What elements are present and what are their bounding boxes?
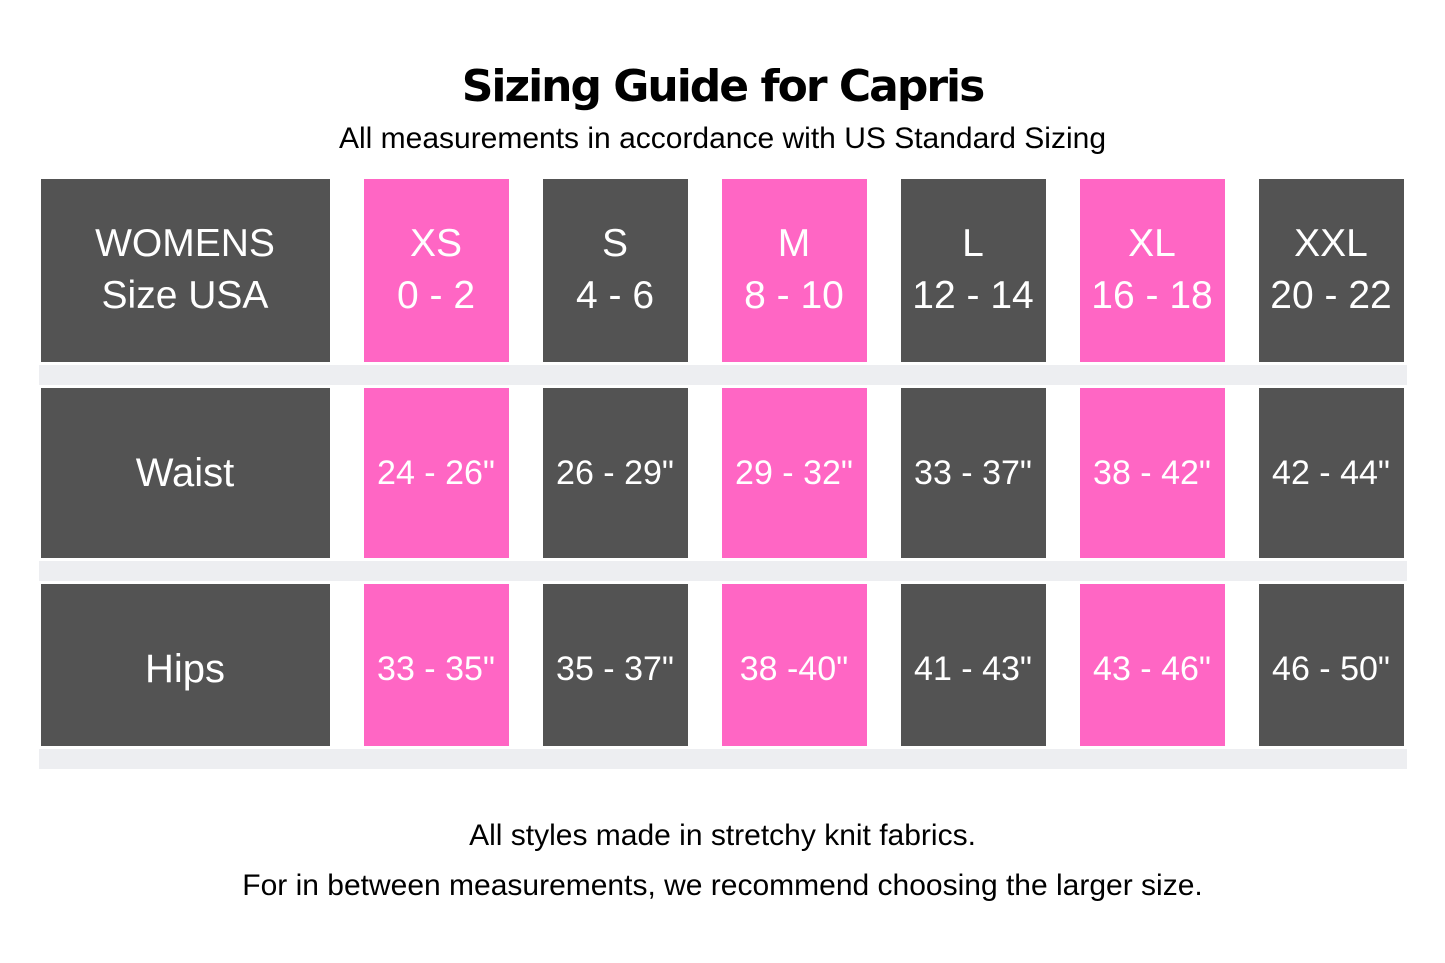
page-subtitle: All measurements in accordance with US S… [338, 121, 1107, 155]
header-cell-s: S 4 - 6 [542, 178, 688, 362]
cell-value: 43 - 46" [1093, 649, 1211, 688]
cell-hips-m: 38 -40" [721, 583, 867, 746]
row-label-text: Waist [135, 450, 235, 495]
cell-waist-s: 26 - 29" [542, 387, 688, 558]
cell-value: 35 - 37" [556, 649, 674, 688]
size-label: M [777, 222, 811, 266]
cell-waist-xl: 38 - 42" [1079, 387, 1225, 558]
cell-value: 42 - 44" [1272, 453, 1390, 492]
row-label-hips: Hips [40, 583, 330, 746]
waist-row: Waist 24 - 26" 26 - 29" 29 - 32" 33 - 37… [40, 387, 1405, 558]
header-cell-womens-size-usa: WOMENS Size USA [40, 178, 330, 362]
hips-row: Hips 33 - 35" 35 - 37" 38 -40" 41 - 43" … [40, 583, 1405, 746]
cell-hips-xxl: 46 - 50" [1258, 583, 1404, 746]
row-label-waist: Waist [40, 387, 330, 558]
cell-value: 41 - 43" [914, 649, 1032, 688]
cell-value: 33 - 37" [914, 453, 1032, 492]
footer-line-1: All styles made in stretchy knit fabrics… [469, 818, 976, 852]
corner-line-1: WOMENS [95, 222, 275, 266]
corner-line-2: Size USA [101, 274, 269, 318]
size-label: S [601, 222, 628, 266]
size-label: XXL [1294, 222, 1368, 266]
cell-value: 38 -40" [739, 649, 849, 688]
cell-value: 24 - 26" [377, 453, 495, 492]
cell-value: 29 - 32" [735, 453, 853, 492]
cell-waist-xxl: 42 - 44" [1258, 387, 1404, 558]
header-cell-xxl: XXL 20 - 22 [1258, 178, 1404, 362]
cell-waist-l: 33 - 37" [900, 387, 1046, 558]
size-range: 0 - 2 [396, 274, 476, 318]
cell-hips-s: 35 - 37" [542, 583, 688, 746]
footer-note: All styles made in stretchy knit fabrics… [0, 811, 1445, 911]
header-cell-xl: XL 16 - 18 [1079, 178, 1225, 362]
row-divider [38, 364, 1407, 385]
header-cell-xs: XS 0 - 2 [363, 178, 509, 362]
header-cell-m: M 8 - 10 [721, 178, 867, 362]
size-label: L [962, 222, 984, 266]
cell-hips-xl: 43 - 46" [1079, 583, 1225, 746]
cell-hips-l: 41 - 43" [900, 583, 1046, 746]
size-range: 4 - 6 [575, 274, 655, 318]
size-range: 16 - 18 [1091, 274, 1213, 318]
size-range: 8 - 10 [744, 274, 844, 318]
row-label-text: Hips [144, 646, 226, 691]
size-range: 20 - 22 [1270, 274, 1392, 318]
size-chart-table: WOMENS Size USA XS 0 - 2 S 4 - 6 M 8 - 1… [38, 178, 1407, 769]
size-range: 12 - 14 [912, 274, 1034, 318]
cell-value: 26 - 29" [556, 453, 674, 492]
size-label: XS [409, 222, 463, 266]
cell-value: 33 - 35" [377, 649, 495, 688]
footer-line-2: For in between measurements, we recommen… [242, 868, 1203, 902]
cell-hips-xs: 33 - 35" [363, 583, 509, 746]
cell-waist-m: 29 - 32" [721, 387, 867, 558]
header-cell-l: L 12 - 14 [900, 178, 1046, 362]
size-label: XL [1128, 222, 1176, 266]
bottom-divider [38, 748, 1407, 769]
row-divider [38, 560, 1407, 581]
page-title: Sizing Guide for Capris [461, 61, 986, 112]
cell-value: 38 - 42" [1093, 453, 1211, 492]
cell-waist-xs: 24 - 26" [363, 387, 509, 558]
cell-value: 46 - 50" [1272, 649, 1390, 688]
size-header-row: WOMENS Size USA XS 0 - 2 S 4 - 6 M 8 - 1… [40, 178, 1405, 362]
